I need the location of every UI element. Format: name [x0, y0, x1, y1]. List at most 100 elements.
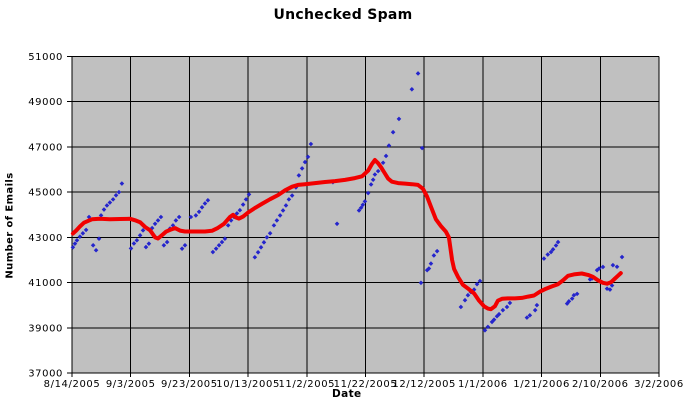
y-axis-title: Number of Emails — [4, 172, 16, 279]
data-point — [610, 262, 616, 268]
data-point — [271, 223, 277, 228]
data-point — [370, 177, 376, 183]
data-point — [193, 213, 199, 218]
data-point — [465, 292, 471, 298]
data-point — [302, 159, 308, 165]
data-point — [296, 173, 302, 178]
y-tick-label: 37000 — [28, 369, 63, 380]
data-point — [143, 244, 149, 250]
data-point — [286, 197, 292, 202]
x-tick-label: 11/22/2005 — [334, 379, 398, 390]
data-point — [305, 154, 311, 160]
data-point — [107, 200, 113, 205]
data-point — [255, 249, 261, 255]
data-point — [477, 278, 483, 284]
data-point — [434, 248, 440, 254]
x-tick-label: 12/12/2005 — [392, 379, 456, 390]
y-tick-label: 41000 — [28, 278, 63, 289]
data-point — [205, 197, 211, 203]
data-point — [524, 315, 530, 320]
data-point — [173, 218, 179, 223]
y-tick-label: 39000 — [28, 323, 63, 334]
data-point — [424, 267, 430, 273]
data-point — [243, 197, 249, 202]
data-point — [80, 230, 86, 236]
data-point — [289, 193, 295, 198]
trend-line — [70, 158, 623, 312]
data-point — [128, 246, 134, 251]
data-point — [237, 207, 243, 213]
data-point — [375, 168, 381, 174]
data-point — [137, 233, 143, 238]
data-point — [390, 129, 396, 135]
data-point — [356, 208, 362, 213]
data-point — [386, 143, 392, 148]
data-point — [222, 236, 228, 242]
data-point — [574, 291, 580, 297]
data-point — [496, 311, 502, 317]
data-point — [548, 249, 554, 255]
data-point — [146, 241, 152, 246]
data-point — [213, 246, 219, 251]
x-tick-label: 9/3/2005 — [106, 379, 156, 390]
data-point — [418, 280, 424, 286]
data-point — [113, 193, 119, 198]
data-point — [428, 261, 434, 266]
data-point — [116, 189, 122, 195]
data-point — [362, 199, 368, 204]
data-point — [334, 221, 340, 227]
data-point — [104, 203, 110, 208]
chart-title: Unchecked Spam — [273, 7, 413, 23]
data-point — [219, 239, 225, 245]
data-point — [225, 223, 231, 228]
data-point — [489, 319, 495, 325]
data-point — [507, 300, 513, 306]
data-point — [199, 204, 205, 210]
x-tick-label: 1/1/2006 — [458, 379, 508, 390]
y-tick-label: 45000 — [28, 188, 63, 199]
data-point — [596, 266, 602, 271]
data-point — [409, 86, 415, 92]
data-point — [555, 239, 561, 245]
data-point — [380, 160, 386, 166]
data-point — [72, 241, 78, 246]
data-point — [571, 292, 577, 298]
data-point — [368, 182, 374, 187]
data-point — [74, 237, 80, 243]
data-point — [240, 202, 246, 207]
y-tick-label: 49000 — [28, 97, 63, 108]
data-point — [140, 228, 146, 233]
data-point — [383, 153, 389, 159]
data-point — [541, 256, 547, 261]
data-point — [553, 243, 559, 248]
data-point — [83, 227, 89, 233]
data-point — [164, 239, 170, 245]
data-point — [532, 307, 538, 313]
data-point — [426, 266, 432, 271]
data-point — [594, 267, 600, 273]
data-point — [566, 299, 572, 304]
data-point — [134, 237, 140, 243]
data-point — [614, 264, 620, 270]
data-point — [280, 208, 286, 213]
data-point — [210, 249, 216, 255]
data-point — [155, 218, 161, 223]
y-tick-label: 47000 — [28, 142, 63, 153]
data-point — [545, 252, 551, 257]
data-point — [77, 234, 83, 239]
data-point — [500, 307, 506, 313]
data-point — [131, 241, 137, 246]
data-point — [491, 317, 497, 322]
data-point — [504, 304, 510, 310]
data-point — [264, 235, 270, 240]
data-point — [149, 225, 155, 231]
data-point — [110, 197, 116, 202]
data-point — [202, 201, 208, 206]
data-point — [482, 327, 488, 333]
data-point — [283, 203, 289, 208]
data-point — [474, 281, 480, 287]
x-tick-label: 1/21/2006 — [513, 379, 570, 390]
x-tick-label: 2/10/2006 — [572, 379, 629, 390]
